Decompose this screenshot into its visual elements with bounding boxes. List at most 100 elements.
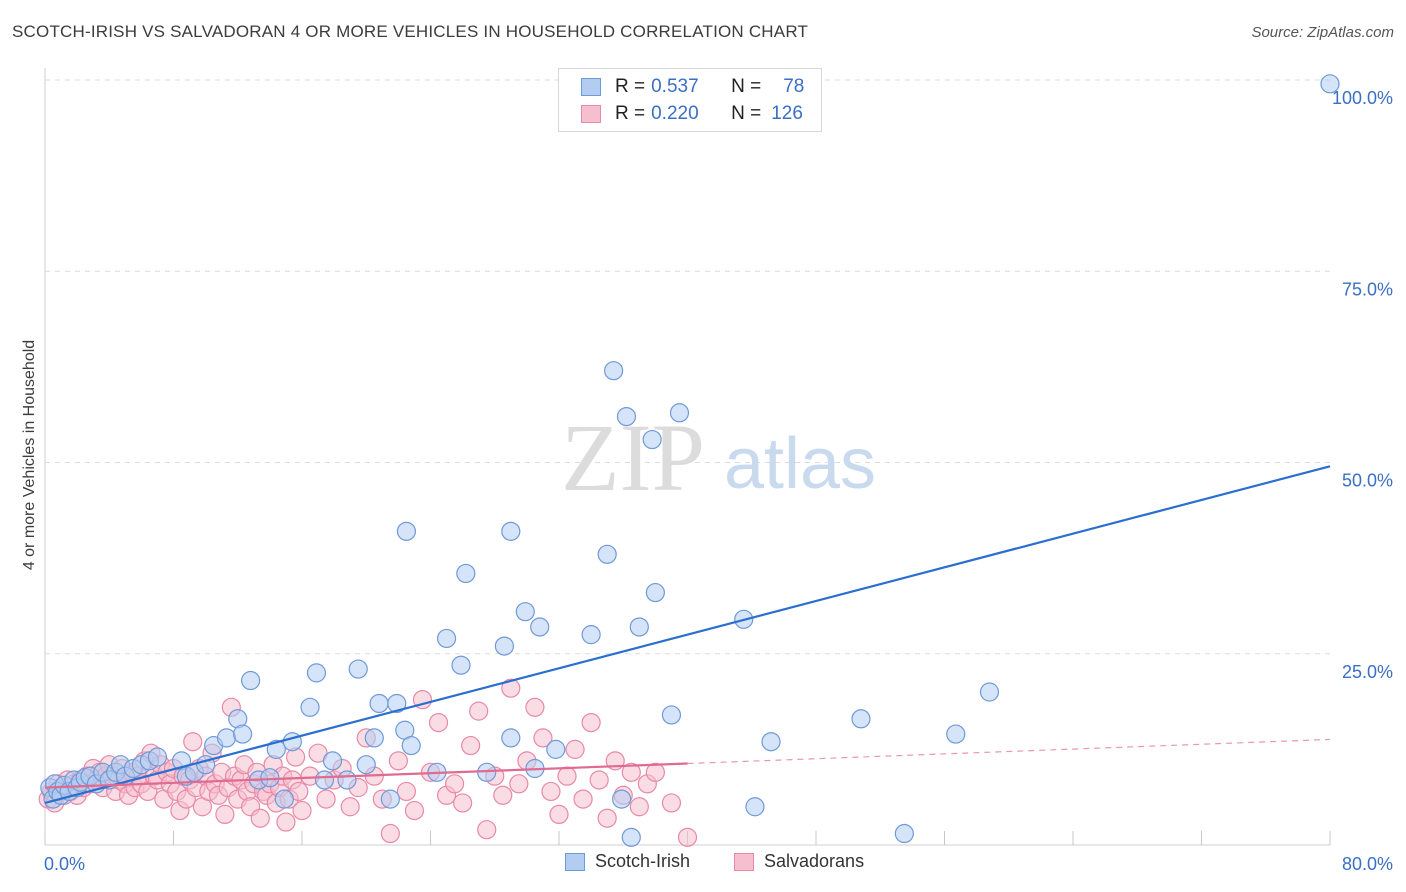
series-legend: Scotch-Irish Salvadorans: [0, 851, 1406, 877]
scotch-irish-point: [456, 563, 476, 584]
salvadorans-point: [509, 774, 529, 794]
scotch-irish-point: [546, 739, 566, 759]
scotch-irish-point: [494, 636, 514, 656]
n-label: N =: [731, 103, 762, 124]
salvadorans-point: [597, 808, 617, 828]
y-tick-label: 100.0%: [1332, 88, 1393, 108]
scotch-irish-point: [669, 403, 690, 423]
salvadorans-point: [453, 793, 473, 813]
salvadorans-point: [661, 793, 682, 813]
scotch-irish-point: [616, 407, 637, 427]
salvadorans-point: [380, 823, 400, 844]
r-value: 0.537: [651, 76, 699, 97]
scotch-irish-point: [894, 823, 914, 844]
scotch-irish-point: [530, 617, 550, 637]
legend-item-salvadorans[interactable]: Salvadorans: [734, 851, 864, 872]
scotch-irish-point: [147, 747, 168, 767]
salvadorans-point: [565, 739, 585, 759]
salvadorans-point: [573, 789, 593, 809]
scotch-irish-point: [501, 728, 521, 748]
scotch-irish-point: [436, 628, 457, 649]
scotch-irish-point: [1320, 74, 1340, 94]
stats-row-salvadorans: R = 0.220 N = 126: [581, 102, 803, 126]
legend-item-scotch-irish[interactable]: Scotch-Irish: [565, 851, 690, 872]
salvadorans-point: [621, 762, 641, 782]
scotch-irish-point: [761, 732, 781, 752]
scotch-irish-points: [40, 74, 1340, 847]
salvadorans-point: [549, 804, 569, 825]
salvadorans-point: [316, 789, 336, 809]
scotch-irish-point: [451, 655, 471, 675]
legend-label: Salvadorans: [764, 851, 865, 871]
salvadorans-trend-line: [44, 762, 688, 789]
legend-label: Scotch-Irish: [595, 851, 691, 871]
x-tick-label: 80.0%: [1342, 854, 1393, 874]
y-tick-label: 75.0%: [1342, 279, 1393, 299]
salvadorans-point: [461, 735, 481, 756]
scotch-irish-point: [629, 617, 649, 637]
salvadorans-point: [215, 804, 235, 825]
salvadorans-point: [250, 808, 270, 828]
source-label: Source: ZipAtlas.com: [1251, 24, 1394, 41]
salvadorans-point: [501, 678, 521, 698]
n-value: 78: [783, 76, 805, 97]
salvadorans-point: [469, 701, 489, 721]
salvadorans-point: [340, 797, 360, 817]
salvadorans-legend-swatch: [734, 852, 754, 871]
scotch-irish-point: [314, 770, 335, 790]
salvadorans-point: [581, 712, 601, 733]
salvadorans-point: [292, 800, 312, 821]
scotch-irish-point: [387, 693, 407, 714]
scotch-irish-point: [241, 670, 261, 691]
scotch-irish-point: [979, 682, 1000, 702]
watermark: ZIP atlas: [561, 404, 876, 511]
scotch-irish-point: [274, 789, 294, 809]
stats-legend: R = 0.537 N = 78 R = 0.220 N = 126: [558, 68, 822, 132]
salvadorans-point: [533, 728, 553, 748]
y-tick-label: 50.0%: [1342, 471, 1393, 491]
scotch-irish-point: [260, 768, 280, 788]
tick-labels: 25.0% 50.0% 75.0% 100.0% 0.0% 80.0%: [44, 88, 1393, 874]
scotch-irish-point: [501, 521, 521, 541]
trend-lines: [44, 465, 1331, 804]
scotch-irish-point: [401, 735, 421, 756]
salvadorans-point: [677, 827, 698, 847]
salvadorans-point: [276, 812, 296, 832]
salvadorans-point: [557, 766, 577, 786]
scotch-irish-point: [322, 751, 343, 771]
scotch-irish-point: [337, 770, 357, 790]
salvadorans-point: [525, 697, 545, 717]
scotch-irish-point: [661, 705, 682, 725]
salvadorans-point: [477, 820, 497, 840]
salvadorans-swatch: [581, 105, 601, 123]
scotch-irish-trend-line: [44, 465, 1331, 804]
scotch-irish-point: [604, 361, 624, 381]
scotch-irish-point: [348, 659, 368, 679]
salvadorans-point: [645, 762, 665, 782]
salvadorans-point: [629, 797, 649, 817]
x-tick-label: 0.0%: [44, 854, 85, 874]
scotch-irish-point: [597, 544, 617, 564]
salvadorans-point: [396, 781, 417, 802]
r-label: R =: [615, 103, 646, 124]
salvadorans-point: [428, 712, 449, 733]
salvadorans-point: [183, 732, 203, 752]
y-tick-label: 25.0%: [1342, 662, 1393, 682]
scotch-irish-point: [300, 697, 320, 717]
scotch-irish-point: [216, 728, 237, 748]
scotch-irish-point: [612, 789, 632, 809]
scotch-irish-point: [364, 728, 384, 748]
r-value: 0.220: [651, 103, 699, 124]
scotch-irish-point: [380, 789, 400, 809]
scotch-irish-point: [745, 797, 765, 817]
scotch-irish-point: [851, 709, 871, 729]
scotch-irish-point: [266, 739, 286, 759]
salvadorans-point: [404, 800, 425, 821]
scotch-irish-legend-swatch: [565, 852, 585, 871]
watermark-atlas: atlas: [724, 424, 876, 504]
grid-lines: [45, 79, 1330, 655]
salvadorans-point: [388, 751, 408, 771]
salvadorans-point: [493, 785, 513, 805]
scotch-irish-point: [232, 724, 253, 744]
